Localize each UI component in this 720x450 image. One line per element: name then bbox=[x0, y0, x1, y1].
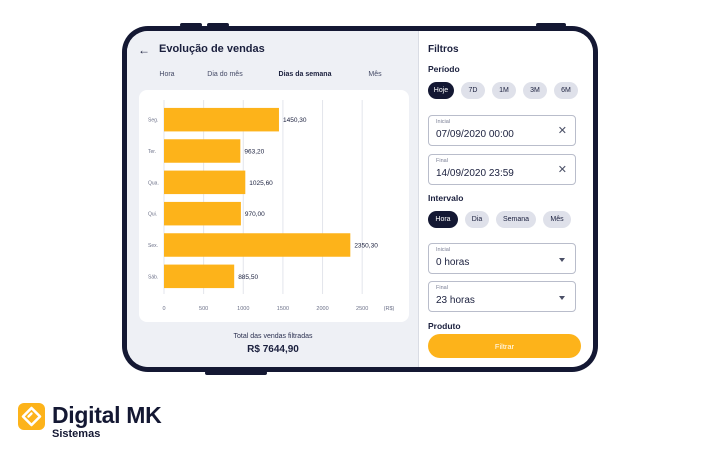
category-label: Ter. bbox=[148, 149, 156, 155]
field-value: 14/09/2020 23:59 bbox=[436, 168, 514, 179]
field-label: Inicial bbox=[436, 247, 451, 253]
bar bbox=[164, 233, 351, 257]
filters-panel: Filtros Período Hoje 7D 1M 3M 6M Inicial… bbox=[419, 31, 593, 367]
data-label: 885,50 bbox=[238, 274, 258, 281]
filter-button[interactable]: Filtrar bbox=[428, 334, 581, 358]
category-label: Qui. bbox=[148, 212, 157, 218]
tablet-bottom-button bbox=[205, 371, 267, 375]
intervalo-inicial-select[interactable]: Inicial 0 horas bbox=[428, 243, 576, 274]
tab-hora[interactable]: Hora bbox=[159, 71, 175, 78]
periodo-label: Período bbox=[428, 64, 460, 74]
chip-mes[interactable]: Mês bbox=[543, 211, 571, 228]
periodo-final-field[interactable]: Final 14/09/2020 23:59 ✕ bbox=[428, 154, 576, 185]
field-value: 07/09/2020 00:00 bbox=[436, 129, 514, 140]
sales-bar-chart: Seg. 1450,30 Ter. 963,20 Qua. 1025,60 Qui. 970,… bbox=[148, 100, 395, 312]
tick-label: 2500 bbox=[356, 306, 368, 312]
data-label: 2350,30 bbox=[354, 243, 378, 250]
periodo-chips: Hoje 7D 1M 3M 6M bbox=[428, 82, 578, 99]
intervalo-final-select[interactable]: Final 23 horas bbox=[428, 281, 576, 312]
tab-dias-da-semana[interactable]: Dias da semana bbox=[278, 71, 332, 78]
tick-label: 500 bbox=[199, 306, 208, 312]
intervalo-chips: Hora Dia Semana Mês bbox=[428, 211, 571, 228]
periodo-inicial-field[interactable]: Inicial 07/09/2020 00:00 ✕ bbox=[428, 115, 576, 146]
axis-unit-label: (R$) bbox=[384, 306, 395, 312]
tablet-screen: ← Evolução de vendas Hora Dia do mês Dia… bbox=[127, 31, 593, 367]
data-label: 970,00 bbox=[245, 211, 265, 218]
category-label: Sex. bbox=[148, 243, 158, 249]
category-label: Sáb. bbox=[148, 274, 158, 280]
tablet-top-button bbox=[180, 23, 202, 27]
bar bbox=[164, 201, 241, 226]
brand-logo-icon bbox=[18, 403, 45, 430]
tick-label: 1500 bbox=[277, 306, 289, 312]
bar bbox=[164, 170, 246, 195]
sales-chart-card: Seg. 1450,30 Ter. 963,20 Qua. 1025,60 Qui. 970,… bbox=[139, 90, 409, 322]
chip-1m[interactable]: 1M bbox=[492, 82, 516, 99]
data-label: 963,20 bbox=[244, 149, 264, 156]
tab-mes[interactable]: Mês bbox=[368, 71, 382, 78]
tab-dia-do-mes[interactable]: Dia do mês bbox=[207, 71, 243, 78]
intervalo-label: Intervalo bbox=[428, 193, 464, 203]
chip-7d[interactable]: 7D bbox=[461, 82, 485, 99]
chip-3m[interactable]: 3M bbox=[523, 82, 547, 99]
tick-label: 1000 bbox=[237, 306, 249, 312]
chip-semana[interactable]: Semana bbox=[496, 211, 536, 228]
page-title: Evolução de vendas bbox=[159, 43, 265, 55]
field-label: Final bbox=[436, 158, 448, 164]
data-label: 1025,60 bbox=[249, 180, 273, 187]
total-label: Total das vendas filtradas bbox=[233, 333, 313, 340]
bar bbox=[164, 107, 279, 132]
produto-label: Produto bbox=[428, 321, 461, 331]
tablet-top-button bbox=[536, 23, 566, 27]
bar bbox=[164, 139, 241, 163]
total-value: R$ 7644,90 bbox=[247, 344, 299, 355]
chip-hora[interactable]: Hora bbox=[428, 211, 458, 228]
tablet-top-button bbox=[207, 23, 229, 27]
field-value: 0 horas bbox=[436, 257, 470, 268]
field-label: Inicial bbox=[436, 119, 451, 125]
chip-6m[interactable]: 6M bbox=[554, 82, 578, 99]
sales-panel: ← Evolução de vendas Hora Dia do mês Dia… bbox=[127, 31, 419, 367]
bar bbox=[164, 264, 235, 289]
filters-title: Filtros bbox=[428, 44, 459, 55]
field-value: 23 horas bbox=[436, 295, 475, 306]
chip-dia[interactable]: Dia bbox=[465, 211, 489, 228]
arrow-left-icon[interactable]: ← bbox=[138, 43, 150, 57]
close-icon[interactable]: ✕ bbox=[557, 164, 567, 176]
caret-down-icon bbox=[559, 296, 565, 300]
category-label: Seg. bbox=[148, 118, 158, 124]
brand-subtitle: Sistemas bbox=[52, 428, 101, 440]
tick-label: 0 bbox=[162, 306, 165, 312]
category-label: Qua. bbox=[148, 180, 159, 186]
chip-hoje[interactable]: Hoje bbox=[428, 82, 454, 99]
close-icon[interactable]: ✕ bbox=[557, 125, 567, 137]
period-tabs: Hora Dia do mês Dias da semana Mês bbox=[127, 71, 419, 85]
field-label: Final bbox=[436, 285, 448, 291]
tick-label: 2000 bbox=[316, 306, 328, 312]
brand-name: Digital MK bbox=[52, 402, 162, 428]
data-label: 1450,30 bbox=[283, 117, 307, 124]
caret-down-icon bbox=[559, 258, 565, 262]
